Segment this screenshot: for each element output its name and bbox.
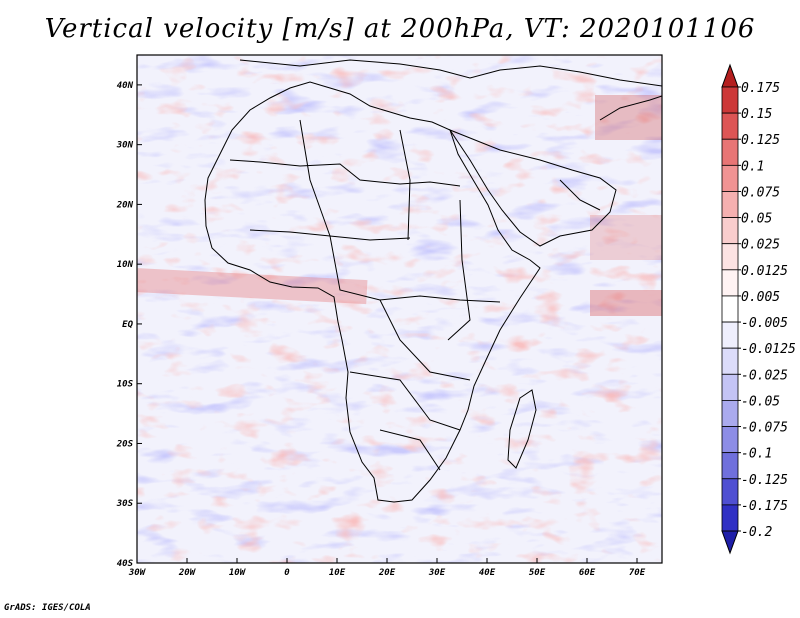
lat-tick-label: 10S: [117, 380, 134, 390]
lat-tick-label: 10N: [117, 260, 134, 270]
colorbar-box: [721, 295, 739, 323]
lon-tick-label: 0: [284, 568, 290, 578]
colorbar-box: [721, 504, 739, 532]
colorbar-bottom-arrow: [721, 530, 739, 555]
lon-tick-label: 20E: [378, 568, 396, 578]
colorbar-label: -0.05: [741, 394, 780, 409]
colorbar-label: -0.125: [741, 473, 788, 488]
colorbar: 0.175 0.15 0.125 0.1 0.075 0.05 0.025 0.0125 0.0…: [721, 63, 796, 555]
colorbar-label: -0.2: [741, 525, 772, 540]
colorbar-box: [721, 217, 739, 245]
lat-tick-label: EQ: [122, 320, 133, 330]
longitude-axis: 30W 20W 10W 0 10E 20E 30E 40E 50E 60E 70E: [128, 558, 646, 578]
latitude-axis: 40N 30N 20N 10N EQ 10S 20S 30S 40S: [116, 81, 142, 569]
colorbar-label: 0.025: [741, 238, 780, 253]
colorbar-label: 0.1: [741, 159, 764, 174]
colorbar-label: -0.075: [741, 421, 788, 436]
grads-credit: GrADS: IGES/COLA: [4, 603, 91, 613]
colorbar-box: [721, 164, 739, 192]
colorbar-box: [721, 86, 739, 114]
colorbar-label: 0.125: [741, 133, 780, 148]
lat-tick-label: 40S: [117, 559, 134, 569]
colorbar-label: -0.005: [741, 316, 788, 331]
plot-frame: [136, 54, 663, 564]
colorbar-box: [721, 452, 739, 480]
colorbar-label: 0.0125: [741, 264, 788, 279]
colorbar-label: 0.15: [741, 107, 772, 122]
colorbar-label: 0.075: [741, 185, 780, 200]
lon-tick-label: 70E: [629, 568, 646, 578]
colorbar-box: [721, 191, 739, 218]
colorbar-box: [721, 321, 739, 349]
colorbar-box: [721, 112, 739, 140]
lon-tick-label: 10E: [329, 568, 346, 578]
colorbar-label: -0.025: [741, 368, 788, 383]
lat-tick-label: 30S: [116, 499, 134, 509]
map-title: Vertical velocity [m/s] at 200hPa, VT: 2…: [44, 14, 756, 44]
colorbar-label: 0.05: [741, 212, 772, 227]
colorbar-label: 0.005: [741, 290, 780, 305]
colorbar-top-arrow: [721, 63, 739, 88]
colorbar-box: [721, 347, 739, 375]
colorbar-box: [721, 138, 739, 166]
lon-tick-label: 30W: [128, 568, 147, 578]
lat-tick-label: 20N: [116, 200, 134, 210]
velocity-field: [137, 55, 662, 563]
colorbar-box: [721, 426, 739, 454]
colorbar-box: [721, 373, 739, 401]
lon-tick-label: 30E: [428, 568, 446, 578]
lat-tick-label: 30N: [116, 141, 134, 151]
colorbar-box: [721, 400, 739, 427]
colorbar-label: -0.0125: [741, 342, 796, 357]
colorbar-box: [721, 269, 739, 297]
colorbar-label: -0.1: [741, 447, 772, 462]
colorbar-box: [721, 478, 739, 506]
lon-tick-label: 20W: [178, 568, 197, 578]
lon-tick-label: 10W: [229, 568, 247, 578]
lon-tick-label: 50E: [529, 568, 546, 578]
lon-tick-label: 40E: [479, 568, 496, 578]
colorbar-label: -0.175: [741, 499, 788, 514]
colorbar-label: 0.175: [741, 81, 780, 96]
lon-tick-label: 60E: [579, 568, 596, 578]
colorbar-box: [721, 243, 739, 271]
lat-tick-label: 20S: [116, 439, 134, 449]
coastlines: [204, 59, 662, 503]
lat-tick-label: 40N: [117, 81, 134, 91]
